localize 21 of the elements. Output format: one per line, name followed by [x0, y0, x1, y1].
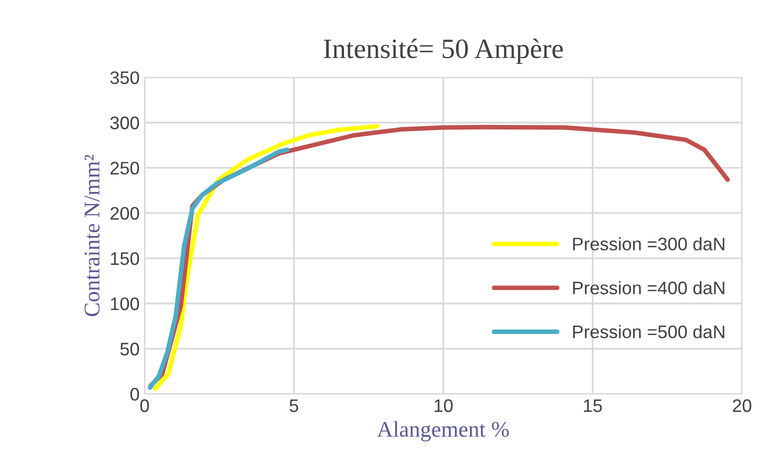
x-axis-title: Alangement % [377, 421, 509, 442]
legend-label: Pression =300 daN [573, 237, 724, 250]
x-tick-label: 15 [584, 399, 602, 412]
x-tick-label: 10 [434, 399, 453, 412]
x-tick-label: 20 [732, 399, 752, 412]
y-tick-label: 200 [110, 206, 140, 220]
y-tick-label: 100 [110, 297, 140, 310]
y-tick-label: 150 [110, 252, 140, 266]
line-series [152, 124, 380, 392]
line-series [148, 148, 290, 390]
y-tick-label: 350 [110, 71, 140, 84]
y-tick-label: 250 [110, 162, 140, 175]
legend-label: Pression =400 daN [573, 281, 724, 294]
y-tick-label: 0 [130, 388, 140, 401]
legend-label: Pression =500 daN [573, 324, 724, 338]
x-tick-label: 0 [140, 399, 149, 412]
y-tick-label: 300 [110, 116, 140, 130]
chart-title: Intensité= 50 Ampère [324, 38, 563, 64]
y-tick-label: 50 [120, 342, 140, 356]
x-tick-label: 5 [290, 399, 298, 412]
y-axis-title: Contrainte N/mm² [84, 154, 100, 316]
